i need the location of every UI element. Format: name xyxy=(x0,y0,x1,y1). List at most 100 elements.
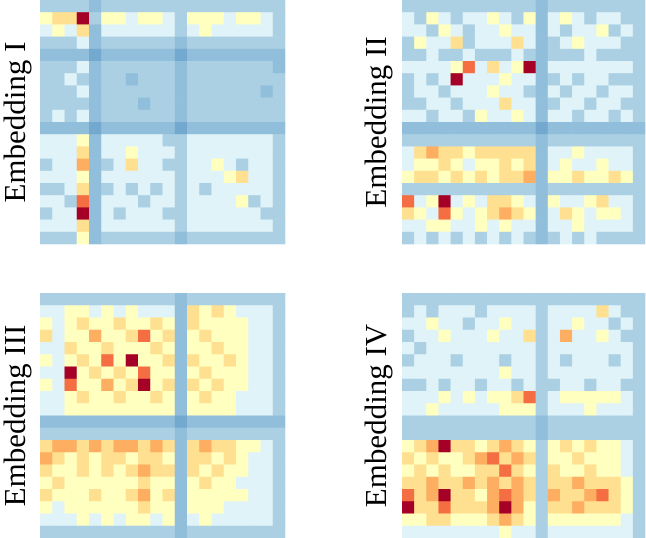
heatmap-cell xyxy=(52,122,65,135)
heatmap-cell xyxy=(511,170,524,184)
heatmap-cell xyxy=(138,329,151,343)
heatmap-cell xyxy=(523,391,536,404)
heatmap-cell xyxy=(426,378,439,392)
heatmap-cell xyxy=(547,73,561,86)
heatmap-cell xyxy=(426,48,439,62)
heatmap-cell xyxy=(438,525,451,538)
heatmap-cell xyxy=(113,109,127,123)
heatmap-cell xyxy=(76,122,90,135)
heatmap-cell xyxy=(620,207,634,220)
heatmap-cell xyxy=(596,158,609,172)
heatmap-cell xyxy=(174,501,188,514)
heatmap-cell xyxy=(248,427,261,441)
heatmap-cell xyxy=(223,391,237,404)
heatmap-cell xyxy=(174,329,188,343)
heatmap-cell xyxy=(260,195,274,208)
heatmap-cell xyxy=(260,207,274,220)
heatmap-cell xyxy=(414,440,427,453)
heatmap-cell xyxy=(125,195,139,208)
heatmap-cell xyxy=(499,440,512,453)
heatmap-cell xyxy=(402,440,415,453)
heatmap-cell xyxy=(596,501,609,514)
heatmap-cell xyxy=(584,317,597,331)
heatmap-cell xyxy=(450,170,464,184)
heatmap-cell xyxy=(236,317,249,331)
heatmap-cell xyxy=(199,97,212,111)
heatmap-cell xyxy=(248,391,261,404)
heatmap-cell xyxy=(487,476,500,490)
heatmap-cell xyxy=(523,476,536,490)
heatmap xyxy=(40,0,286,245)
heatmap-cell xyxy=(162,24,176,37)
heatmap-cell xyxy=(76,329,90,343)
heatmap-cell xyxy=(138,24,151,37)
heatmap-cell xyxy=(199,170,212,184)
heatmap-cell xyxy=(511,391,524,404)
heatmap-cell xyxy=(248,158,261,172)
heatmap-cell xyxy=(248,305,261,318)
heatmap-cell xyxy=(511,427,524,441)
heatmap-cell xyxy=(64,219,78,233)
heatmap-cell xyxy=(187,97,200,111)
panel-label: Embedding IV xyxy=(358,323,393,507)
heatmap-cell xyxy=(535,403,549,416)
heatmap-cell xyxy=(260,305,274,318)
heatmap-cell xyxy=(174,440,188,453)
heatmap-cell xyxy=(572,85,585,98)
heatmap-cell xyxy=(89,109,102,123)
heatmap-cell xyxy=(89,317,102,331)
heatmap-cell xyxy=(150,476,163,490)
heatmap-cell xyxy=(211,158,225,172)
heatmap-cell xyxy=(272,146,286,159)
heatmap-cell xyxy=(272,195,286,208)
heatmap-cell xyxy=(523,61,536,74)
heatmap-cell xyxy=(52,293,65,306)
heatmap-cell xyxy=(450,195,464,208)
heatmap-cell xyxy=(402,231,415,245)
heatmap-cell xyxy=(632,170,646,184)
heatmap-cell xyxy=(535,48,549,62)
heatmap-cell xyxy=(138,0,151,13)
heatmap-cell xyxy=(236,415,249,429)
heatmap-cell xyxy=(535,207,549,220)
heatmap-cell xyxy=(260,170,274,184)
heatmap-cell xyxy=(596,73,609,86)
heatmap-cell xyxy=(414,219,427,233)
heatmap-cell xyxy=(174,305,188,318)
heatmap-cell xyxy=(150,513,163,527)
heatmap-cell xyxy=(174,207,188,220)
heatmap-cell xyxy=(113,525,127,538)
heatmap-cell xyxy=(199,403,212,416)
heatmap-cell xyxy=(40,476,53,490)
heatmap-cell xyxy=(535,36,549,50)
heatmap-cell xyxy=(89,501,102,514)
heatmap-cell xyxy=(450,476,464,490)
heatmap-cell xyxy=(632,207,646,220)
heatmap-cell xyxy=(547,427,561,441)
heatmap-cell xyxy=(523,122,536,135)
heatmap-cell xyxy=(211,61,225,74)
heatmap-cell xyxy=(162,61,176,74)
heatmap-cell xyxy=(450,231,464,245)
heatmap-cell xyxy=(187,464,200,478)
heatmap-cell xyxy=(426,158,439,172)
heatmap-cell xyxy=(52,440,65,453)
heatmap-cell xyxy=(260,134,274,147)
heatmap-cell xyxy=(474,109,488,123)
heatmap-cell xyxy=(426,0,439,13)
heatmap-cell xyxy=(150,293,163,306)
heatmap-cell xyxy=(474,476,488,490)
heatmap-cell xyxy=(223,97,237,111)
heatmap-cell xyxy=(211,170,225,184)
heatmap-cell xyxy=(535,134,549,147)
heatmap-cell xyxy=(499,378,512,392)
heatmap-cell xyxy=(584,0,597,13)
heatmap-cell xyxy=(211,464,225,478)
heatmap-cell xyxy=(559,231,573,245)
heatmap-cell xyxy=(76,476,90,490)
heatmap-cell xyxy=(450,158,464,172)
heatmap-cell xyxy=(64,378,78,392)
heatmap-cell xyxy=(584,85,597,98)
heatmap-cell xyxy=(402,452,415,465)
heatmap-cell xyxy=(474,219,488,233)
